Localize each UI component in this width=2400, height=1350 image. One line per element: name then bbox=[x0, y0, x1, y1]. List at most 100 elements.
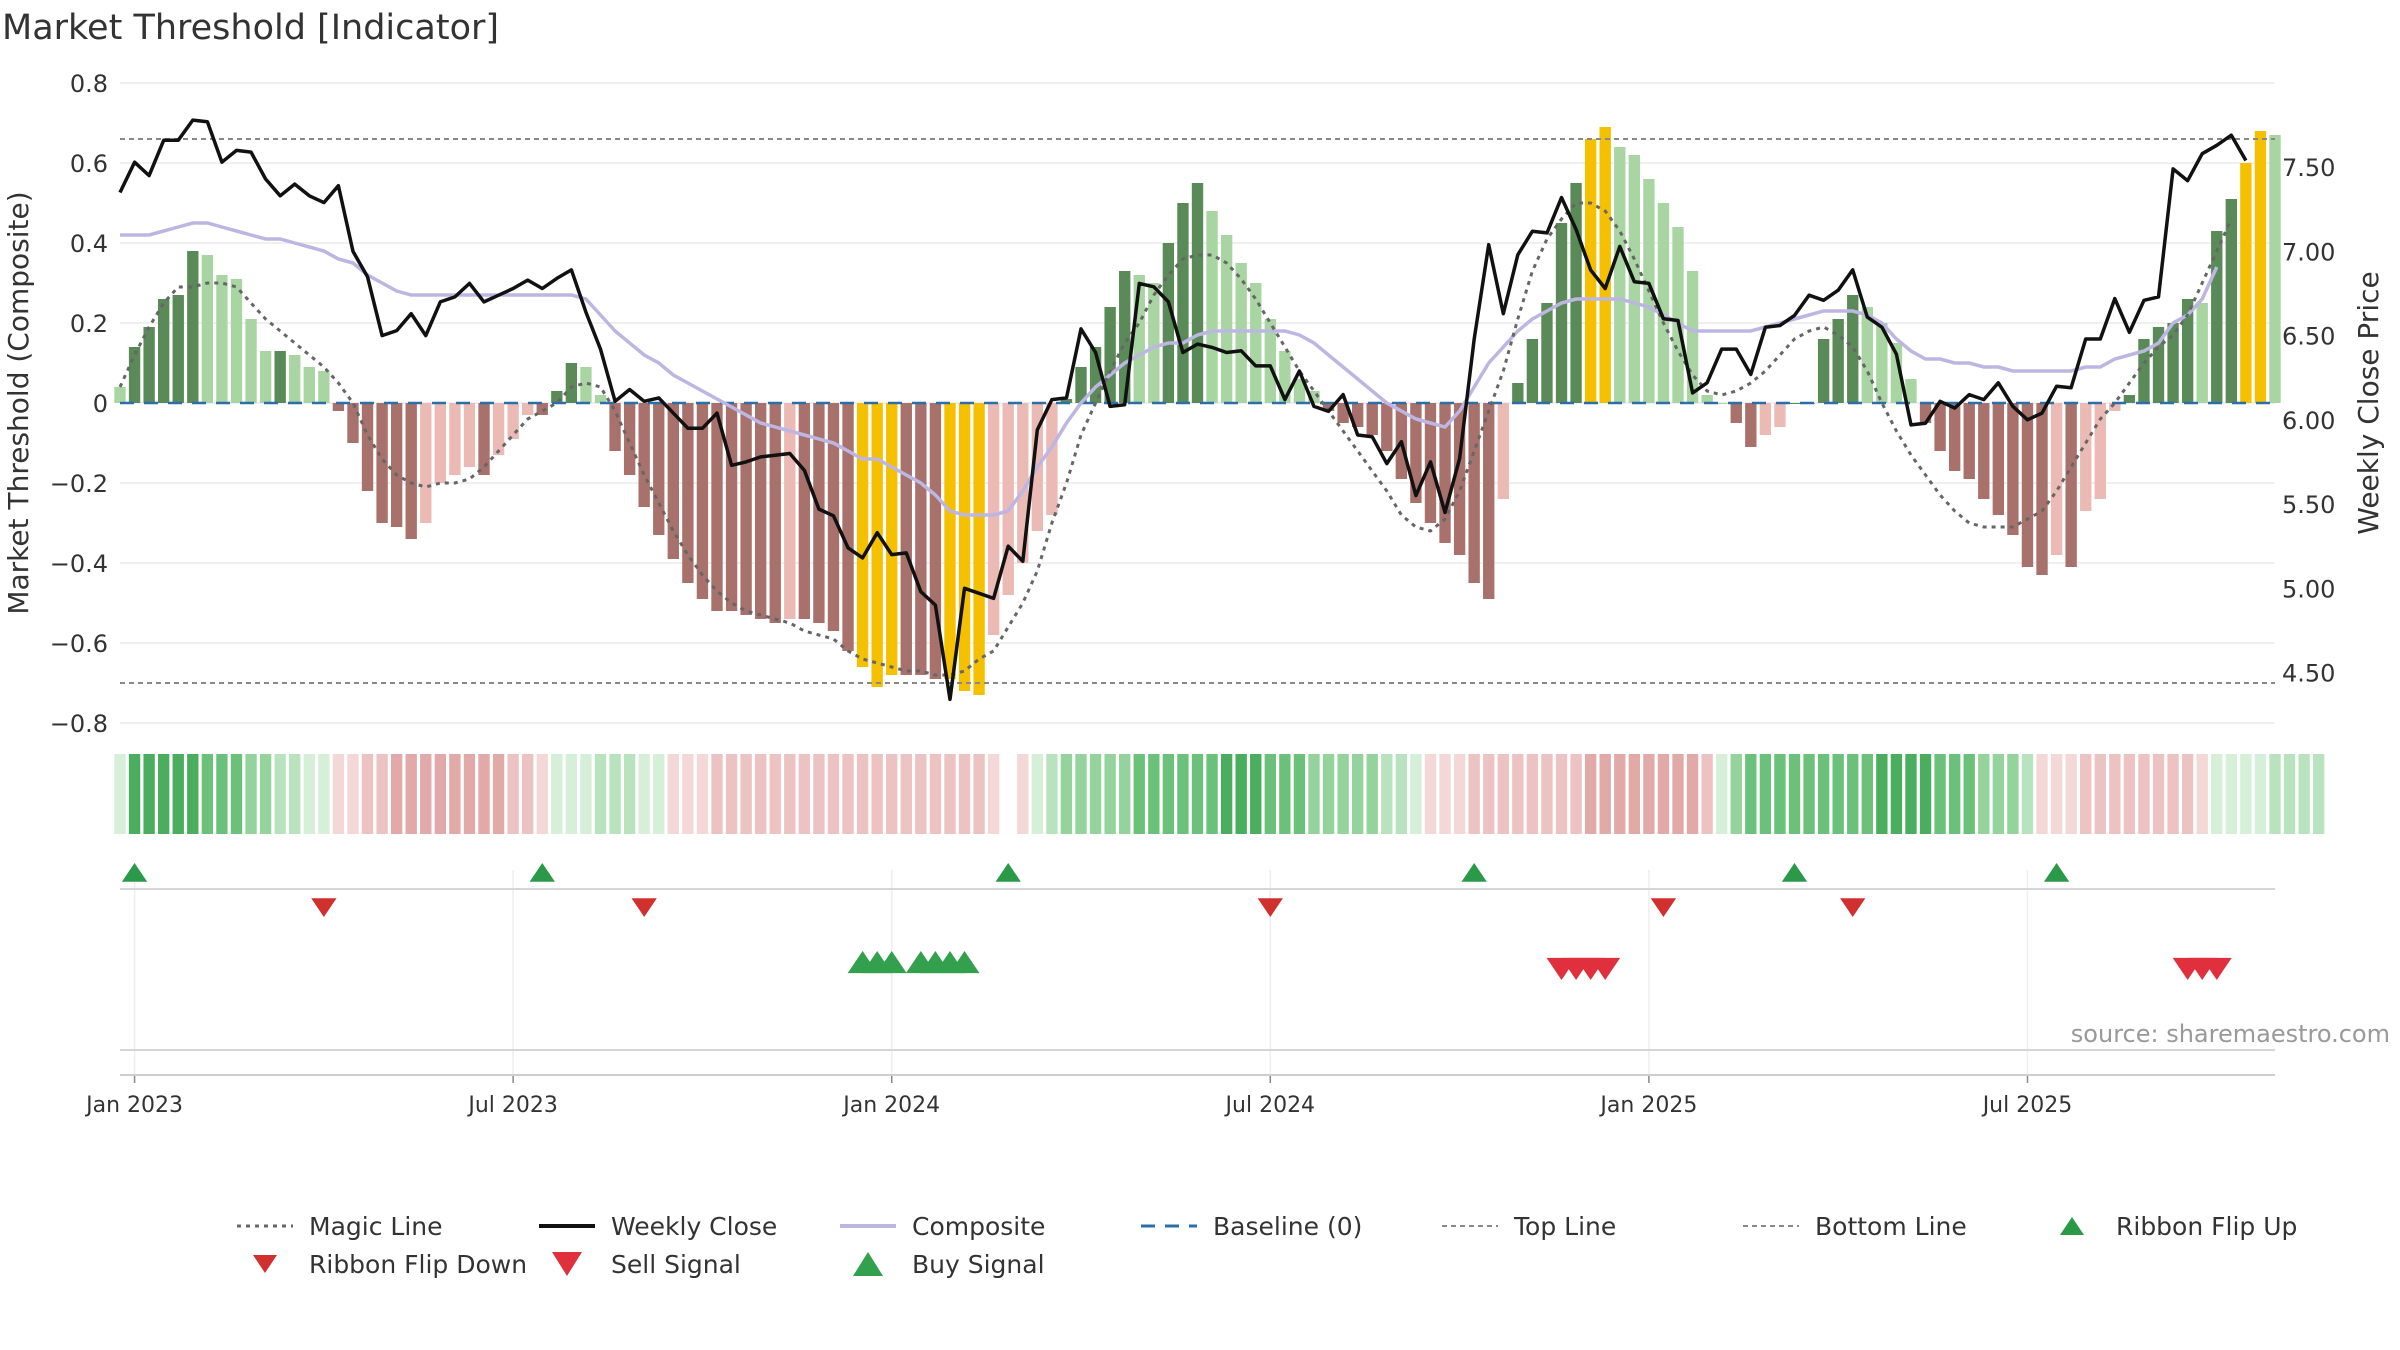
ribbon-cell bbox=[1250, 754, 1262, 834]
ribbon-flip-down-marker bbox=[631, 898, 657, 917]
threshold-bar bbox=[463, 403, 476, 467]
ribbon-cell bbox=[2254, 754, 2267, 834]
threshold-bar bbox=[1555, 223, 1568, 403]
ribbon-cell bbox=[318, 754, 330, 834]
ribbon-cell bbox=[507, 754, 519, 834]
ribbon-cell bbox=[1657, 754, 1670, 834]
ribbon-cell bbox=[1555, 754, 1568, 834]
y-tick-label: 0.6 bbox=[70, 150, 108, 178]
threshold-bar bbox=[711, 403, 723, 611]
ribbon-cell bbox=[2123, 754, 2136, 834]
ribbon-cell bbox=[1395, 754, 1408, 834]
threshold-bar bbox=[2109, 403, 2121, 411]
threshold-bar bbox=[2225, 199, 2237, 403]
ribbon-cell bbox=[2283, 754, 2296, 834]
threshold-bar bbox=[580, 367, 592, 403]
threshold-bar bbox=[842, 403, 854, 651]
threshold-bar bbox=[536, 403, 548, 415]
ribbon-cell bbox=[187, 754, 199, 834]
ribbon-cell bbox=[1934, 754, 1946, 834]
ribbon-cell bbox=[1803, 754, 1815, 834]
ribbon-flip-down-marker bbox=[1650, 898, 1677, 917]
ribbon-cell bbox=[1104, 754, 1116, 834]
threshold-bar bbox=[696, 403, 709, 599]
threshold-bar bbox=[318, 371, 330, 403]
ribbon-flip-up-marker bbox=[995, 863, 1021, 882]
threshold-bar bbox=[915, 403, 927, 675]
threshold-bar bbox=[1570, 183, 1582, 403]
ribbon-cell bbox=[2094, 754, 2106, 834]
threshold-bar bbox=[2036, 403, 2048, 575]
y2-tick-label: 7.50 bbox=[2282, 154, 2335, 182]
threshold-bar bbox=[2080, 403, 2092, 511]
ribbon-cell bbox=[2225, 754, 2237, 834]
y-tick-label: −0.4 bbox=[50, 550, 108, 578]
threshold-bar bbox=[1177, 203, 1189, 403]
threshold-bar bbox=[1759, 403, 1772, 435]
ribbon-cell bbox=[1439, 754, 1451, 834]
threshold-bar bbox=[1512, 383, 1524, 403]
ribbon-cell bbox=[1730, 754, 1742, 834]
ribbon-cell bbox=[216, 754, 228, 834]
threshold-bar bbox=[1468, 403, 1480, 583]
threshold-bar bbox=[682, 403, 694, 583]
sell-signal-marker bbox=[1590, 957, 1621, 980]
threshold-bar bbox=[944, 403, 956, 679]
threshold-bar bbox=[551, 391, 563, 403]
threshold-bar bbox=[1948, 403, 1961, 471]
threshold-bar bbox=[1978, 403, 1990, 499]
ribbon-cell bbox=[1177, 754, 1189, 834]
threshold-bar bbox=[1410, 403, 1422, 503]
ribbon-flip-up-marker bbox=[1781, 863, 1808, 882]
threshold-bar bbox=[1526, 339, 1539, 403]
threshold-bar bbox=[565, 363, 578, 403]
ribbon-cell bbox=[1424, 754, 1437, 834]
ribbon-cell bbox=[1031, 754, 1044, 834]
y-tick-label: 0.2 bbox=[70, 310, 108, 338]
ribbon-cell bbox=[682, 754, 694, 834]
threshold-bar bbox=[216, 275, 228, 403]
threshold-bar bbox=[1220, 235, 1233, 403]
threshold-bar bbox=[1046, 403, 1058, 515]
threshold-bar bbox=[2269, 135, 2281, 403]
threshold-bar bbox=[1963, 403, 1975, 479]
ribbon-cell bbox=[2152, 754, 2165, 834]
ribbon-cell bbox=[565, 754, 578, 834]
threshold-bar bbox=[1351, 403, 1364, 427]
threshold-bar bbox=[434, 403, 447, 483]
threshold-bar bbox=[958, 403, 971, 691]
ribbon-cell bbox=[1890, 754, 1903, 834]
ribbon-cell bbox=[1701, 754, 1713, 834]
ribbon-cell bbox=[2313, 754, 2325, 834]
ribbon-flip-up-marker bbox=[529, 863, 555, 882]
ribbon-cell bbox=[958, 754, 971, 834]
ribbon-cell bbox=[1381, 754, 1393, 834]
ribbon-cell bbox=[667, 754, 679, 834]
threshold-bar bbox=[667, 403, 679, 559]
threshold-bar bbox=[259, 351, 272, 403]
ribbon-cell bbox=[871, 754, 883, 834]
threshold-bar bbox=[230, 279, 243, 403]
ribbon-cell bbox=[2240, 754, 2252, 834]
ribbon-cell bbox=[1672, 754, 1684, 834]
ribbon-cell bbox=[1716, 754, 1728, 834]
threshold-bar bbox=[725, 403, 738, 611]
ribbon-strip bbox=[114, 754, 2325, 834]
ribbon-cell bbox=[1279, 754, 1291, 834]
ribbon-cell bbox=[594, 754, 607, 834]
threshold-bar bbox=[740, 403, 752, 615]
threshold-bar bbox=[638, 403, 650, 507]
ribbon-cell bbox=[1453, 754, 1466, 834]
threshold-bar bbox=[1614, 147, 1626, 403]
ribbon-cell bbox=[754, 754, 767, 834]
y-tick-label: −0.6 bbox=[50, 630, 108, 658]
threshold-bar bbox=[1716, 403, 1728, 404]
ribbon-cell bbox=[551, 754, 563, 834]
chart-title: Market Threshold [Indicator] bbox=[2, 8, 500, 48]
ribbon-cell bbox=[784, 754, 796, 834]
threshold-bar bbox=[813, 403, 825, 623]
ribbon-cell bbox=[1861, 754, 1873, 834]
threshold-bar bbox=[1745, 403, 1757, 447]
ribbon-cell bbox=[1832, 754, 1844, 834]
threshold-bar bbox=[201, 255, 214, 403]
